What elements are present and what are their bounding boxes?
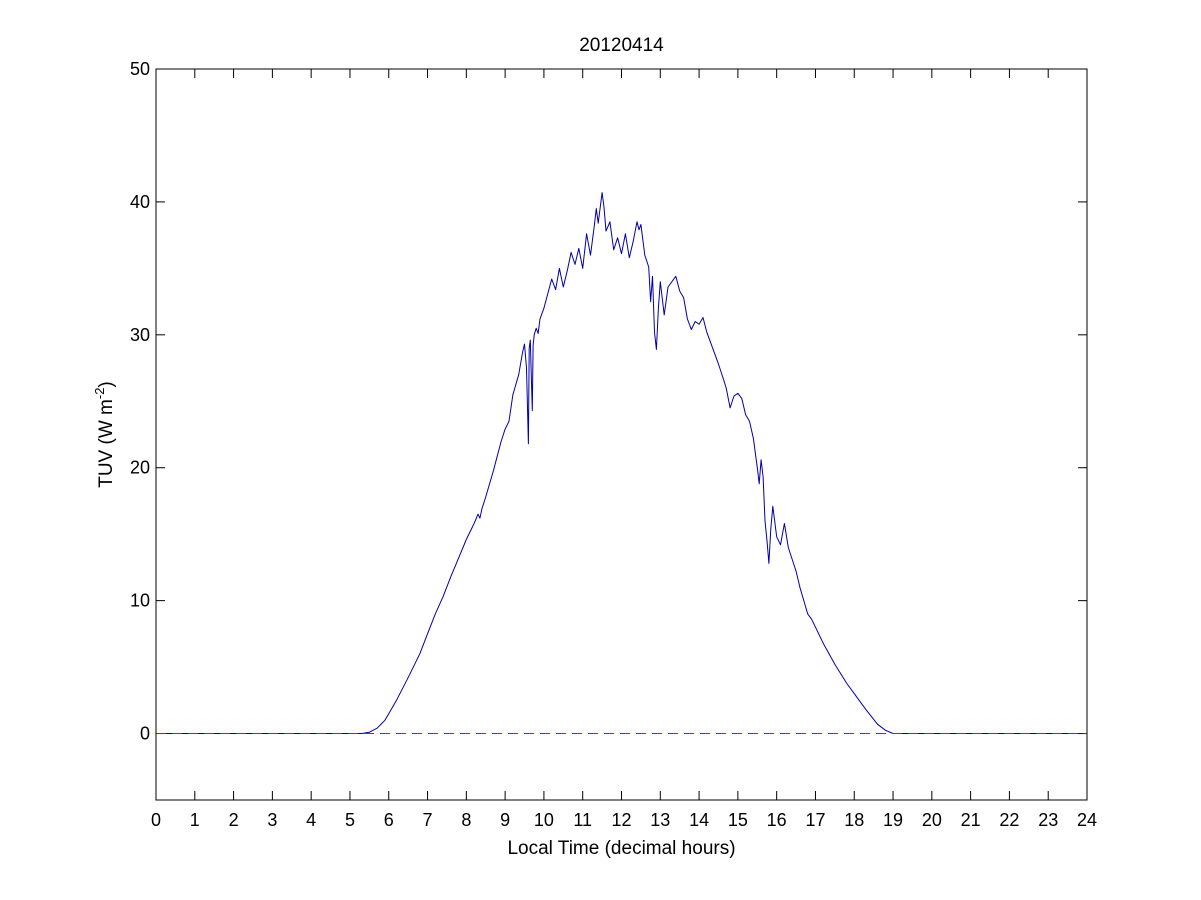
x-tick-label: 23 <box>1038 810 1058 830</box>
y-tick-label: 50 <box>130 59 150 79</box>
x-tick-label: 4 <box>306 810 316 830</box>
x-tick-label: 11 <box>573 810 592 830</box>
tuv-series-line <box>156 192 1087 734</box>
x-tick-label: 14 <box>689 810 709 830</box>
chart-title: 20120414 <box>579 35 664 56</box>
y-tick-label: 30 <box>130 325 150 345</box>
x-tick-label: 22 <box>999 810 1019 830</box>
x-tick-label: 19 <box>883 810 903 830</box>
x-axis-title: Local Time (decimal hours) <box>507 838 735 859</box>
x-tick-label: 5 <box>345 810 355 830</box>
x-tick-label: 0 <box>151 810 161 830</box>
y-tick-label: 40 <box>130 192 150 212</box>
y-tick-label: 20 <box>130 458 150 478</box>
y-axis-title: TUV (W m-2) <box>92 381 117 488</box>
x-tick-label: 8 <box>461 810 471 830</box>
y-axis-title-superscript: -2 <box>92 388 107 400</box>
y-tick-label: 10 <box>130 591 150 611</box>
x-tick-label: 24 <box>1077 810 1097 830</box>
x-tick-label: 16 <box>767 810 787 830</box>
x-tick-label: 6 <box>384 810 394 830</box>
x-tick-label: 12 <box>611 810 631 830</box>
y-axis-title-suffix: ) <box>96 381 117 387</box>
plot-frame <box>155 68 1088 801</box>
y-tick-label: 0 <box>140 724 150 744</box>
x-tick-label: 21 <box>961 810 981 830</box>
x-tick-label: 1 <box>190 810 200 830</box>
tick-labels: 0 1 2 3 4 5 6 7 8 9 10 11 12 13 14 15 16 17 18 19 20 21 22 23 24… <box>130 59 1097 830</box>
x-tick-label: 15 <box>728 810 748 830</box>
x-tick-label: 13 <box>650 810 670 830</box>
x-tick-label: 9 <box>500 810 510 830</box>
x-tick-label: 20 <box>922 810 942 830</box>
x-tick-label: 17 <box>805 810 825 830</box>
y-axis-title-prefix: TUV (W m <box>96 399 117 488</box>
x-tick-label: 3 <box>267 810 277 830</box>
x-tick-label: 18 <box>844 810 864 830</box>
x-tick-label: 10 <box>534 810 554 830</box>
x-tick-label: 7 <box>423 810 433 830</box>
x-tick-label: 2 <box>229 810 239 830</box>
plot-series <box>156 192 1087 734</box>
